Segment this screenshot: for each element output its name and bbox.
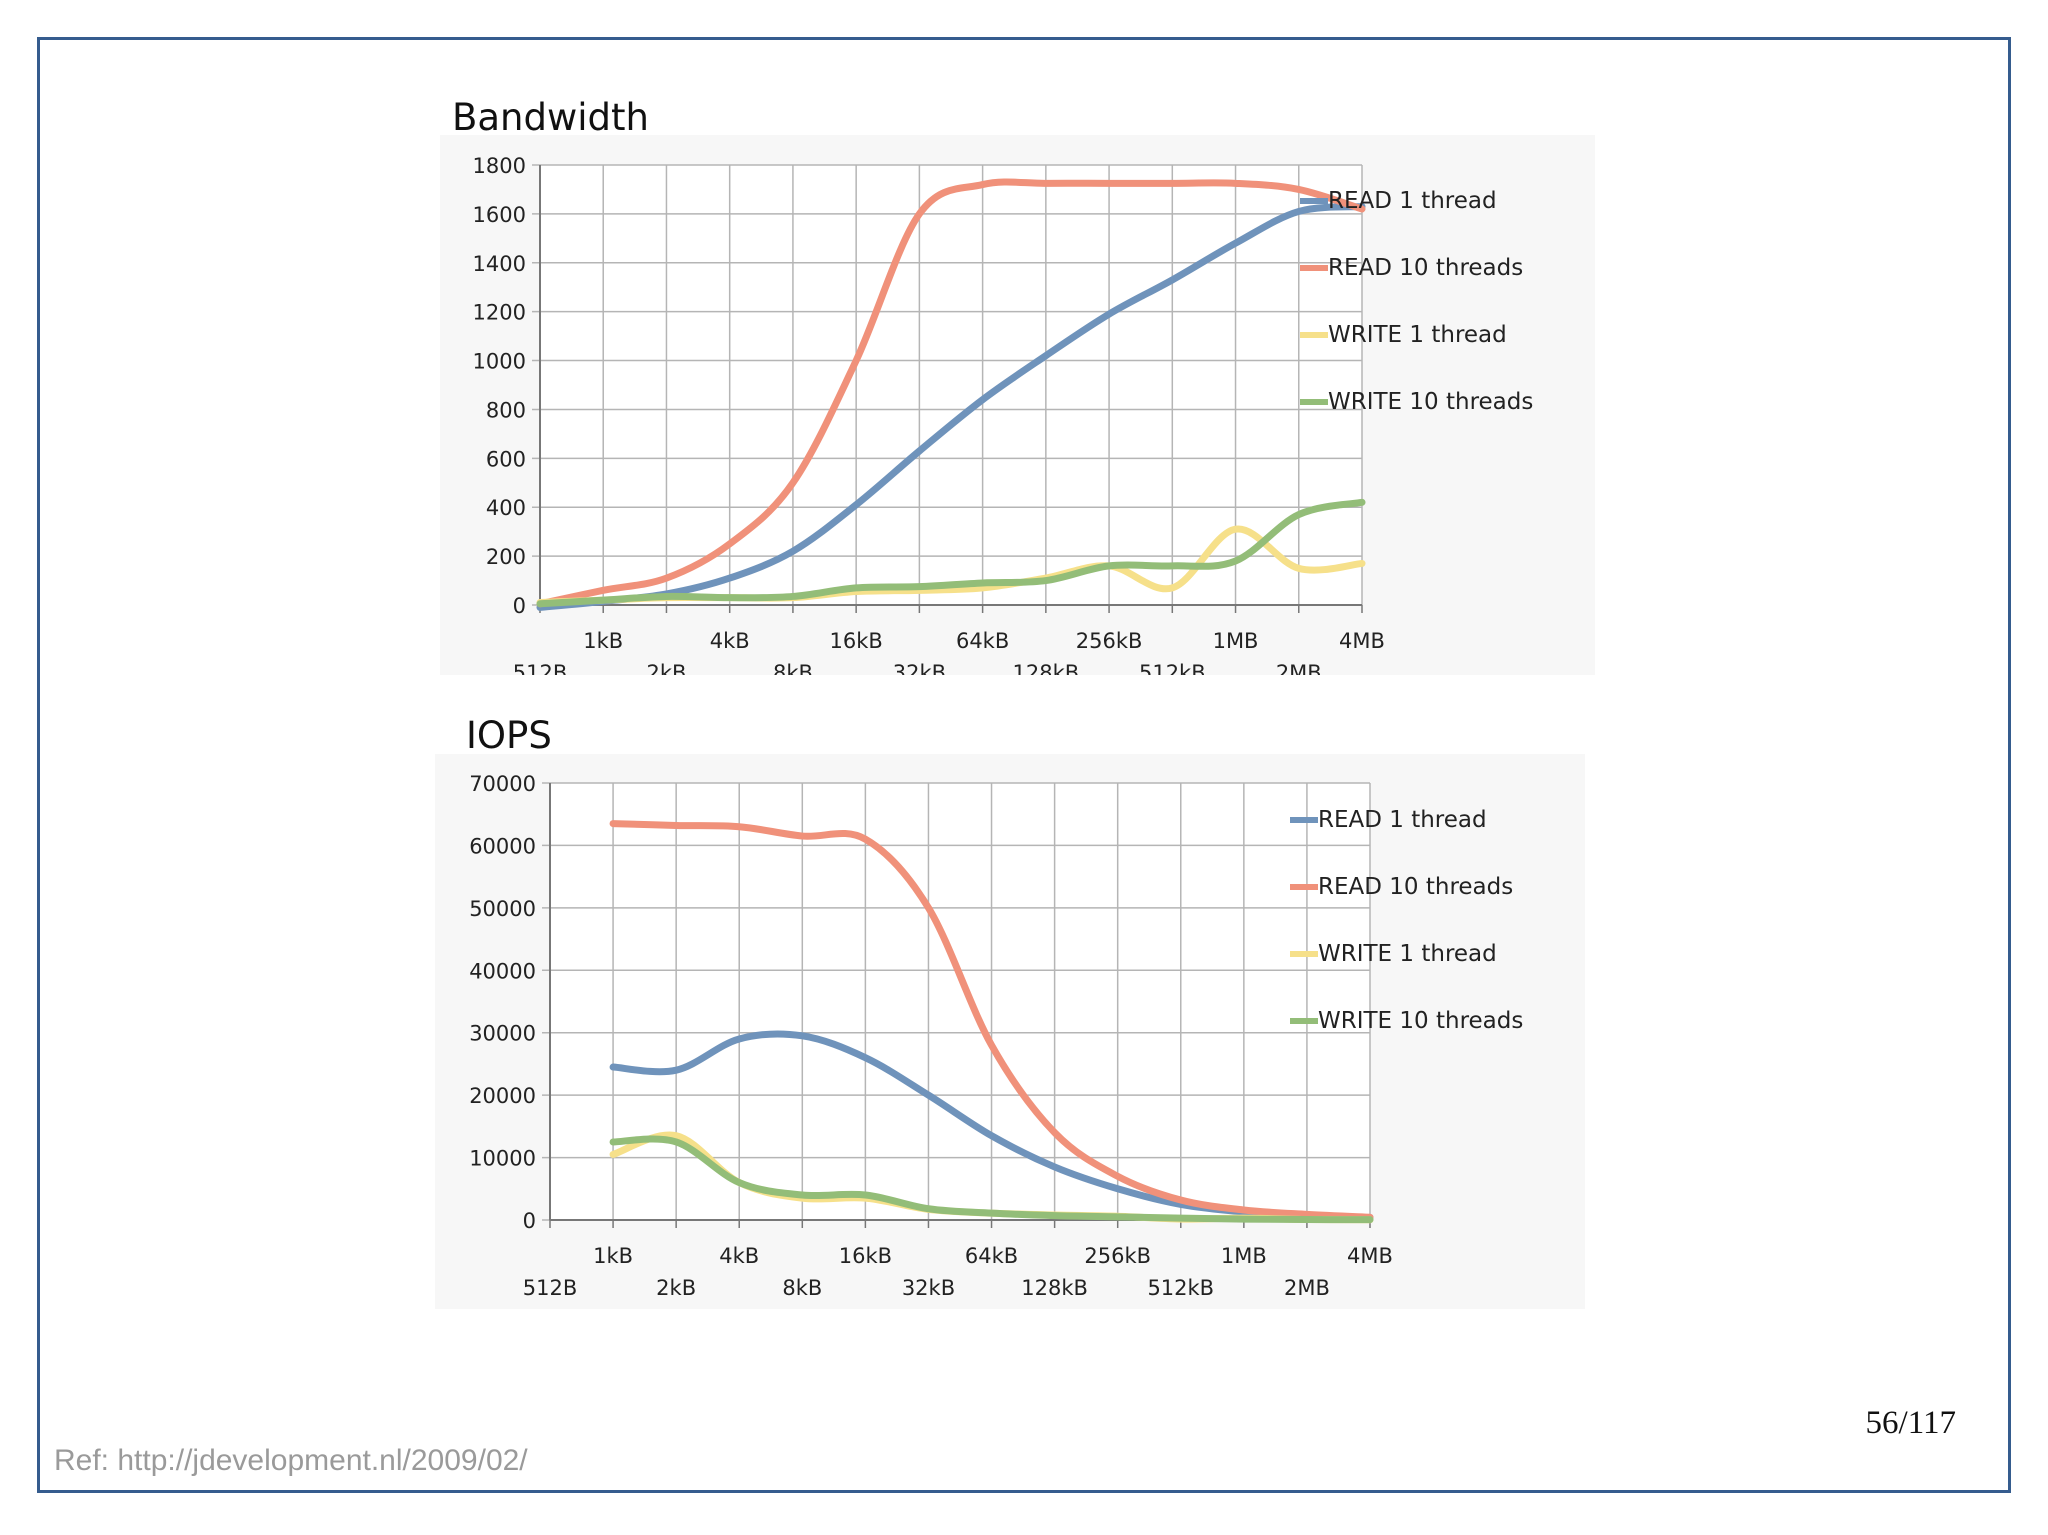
iops-x-tick-label: 64kB [965,1244,1018,1268]
bandwidth-x-tick-label: 256kB [1076,629,1143,653]
iops-x-tick-label: 512kB [1147,1276,1214,1300]
iops-x-tick-label: 32kB [902,1276,955,1300]
bandwidth-legend-label-write-1-thread: WRITE 1 thread [1328,322,1507,348]
bandwidth-x-tick-label: 2kB [646,661,686,675]
bandwidth-legend-label-read-10-threads: READ 10 threads [1328,255,1523,281]
iops-chart-title: IOPS [466,714,552,757]
iops-legend-swatch-read-10-threads [1290,884,1318,890]
iops-x-tick-label: 1kB [593,1244,633,1268]
bandwidth-x-tick-label: 4kB [710,629,750,653]
bandwidth-x-tick-label: 1MB [1213,629,1259,653]
bandwidth-x-tick-label: 8kB [773,661,813,675]
iops-x-tick-label: 4kB [719,1244,759,1268]
reference-link: Ref: http://jdevelopment.nl/2009/02/ [54,1444,528,1477]
bandwidth-x-tick-label: 4MB [1339,629,1385,653]
iops-legend-label-write-10-threads: WRITE 10 threads [1318,1008,1523,1034]
slide-frame [37,37,2011,1493]
bandwidth-legend-label-read-1-thread: READ 1 thread [1328,188,1497,214]
bandwidth-chart-svg: 0 200 400 600 800 1000 1200 1400 1600 1800 1kB 4kB 1… [440,135,1595,675]
bandwidth-y-tick-label: 1200 [473,301,526,325]
bandwidth-x-tick-label: 1kB [583,629,623,653]
bandwidth-y-tick-label: 1400 [473,252,526,276]
iops-y-tick-label: 70000 [469,772,536,796]
iops-x-tick-label: 256kB [1084,1244,1151,1268]
bandwidth-x-tick-label: 16kB [830,629,883,653]
bandwidth-series-line-read-1-thread [536,203,1366,611]
iops-x-tick-label: 2MB [1284,1276,1330,1300]
iops-x-tick-label: 1MB [1221,1244,1267,1268]
iops-plot-area [550,783,1370,1220]
bandwidth-plot-area [540,165,1362,605]
iops-y-tick-label: 40000 [469,959,536,983]
bandwidth-chart: 0 200 400 600 800 1000 1200 1400 1600 1800 1kB 4kB 1… [440,135,1595,675]
bandwidth-y-tick-label: 600 [486,447,526,471]
bandwidth-y-tick-label: 200 [486,545,526,569]
iops-series-line-write-10-threads [609,1135,1374,1224]
iops-x-tick-label: 128kB [1021,1276,1088,1300]
iops-legend-swatch-read-1-thread [1290,817,1318,823]
bandwidth-x-tick-label: 64kB [956,629,1009,653]
bandwidth-legend-swatch-read-1-thread [1300,198,1328,204]
iops-series-line-read-10-threads [609,820,1374,1221]
page-number: 56/117 [1865,1405,1956,1441]
bandwidth-series-line-write-10-threads [536,498,1366,608]
bandwidth-series-line-read-10-threads [536,178,1366,608]
iops-x-tick-label: 512B [523,1276,578,1300]
bandwidth-y-tick-label: 0 [513,594,526,618]
iops-legend-label-read-1-thread: READ 1 thread [1318,807,1487,833]
bandwidth-x-tick-label: 32kB [893,661,946,675]
bandwidth-legend-swatch-write-10-threads [1300,399,1328,405]
iops-legend-label-write-1-thread: WRITE 1 thread [1318,941,1497,967]
bandwidth-x-tick-label: 512B [513,661,568,675]
bandwidth-y-tick-label: 800 [486,398,526,422]
bandwidth-x-tick-label: 128kB [1013,661,1080,675]
iops-x-tick-label: 8kB [782,1276,822,1300]
bandwidth-legend-swatch-write-1-thread [1300,332,1328,338]
bandwidth-y-tick-label: 1800 [473,154,526,178]
iops-y-tick-label: 0 [523,1209,536,1233]
iops-y-tick-label: 10000 [469,1147,536,1171]
bandwidth-legend-swatch-read-10-threads [1300,265,1328,271]
iops-legend-swatch-write-1-thread [1290,951,1318,957]
bandwidth-y-tick-label: 1600 [473,203,526,227]
bandwidth-x-tick-label: 2MB [1276,661,1322,675]
bandwidth-x-tick-label: 512kB [1139,661,1206,675]
iops-y-tick-label: 60000 [469,834,536,858]
iops-legend-label-read-10-threads: READ 10 threads [1318,874,1513,900]
bandwidth-chart-title: Bandwidth [452,96,649,139]
iops-y-tick-label: 30000 [469,1022,536,1046]
iops-chart: 0 10000 20000 30000 40000 50000 60000 70000 1kB 4… [435,754,1585,1309]
bandwidth-y-tick-label: 400 [486,496,526,520]
iops-chart-svg: 0 10000 20000 30000 40000 50000 60000 70000 1kB 4… [435,754,1585,1309]
iops-y-tick-label: 20000 [469,1084,536,1108]
bandwidth-y-tick-label: 1000 [473,350,526,374]
iops-x-tick-label: 4MB [1347,1244,1393,1268]
iops-legend-swatch-write-10-threads [1290,1018,1318,1024]
bandwidth-legend-label-write-10-threads: WRITE 10 threads [1328,389,1533,415]
iops-x-tick-label: 16kB [839,1244,892,1268]
iops-y-tick-label: 50000 [469,897,536,921]
iops-x-tick-label: 2kB [656,1276,696,1300]
